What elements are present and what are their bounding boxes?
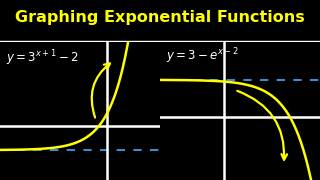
Text: $y = 3^{x+1} - 2$: $y = 3^{x+1} - 2$ xyxy=(6,48,79,68)
Text: $y = 3 - e^{x-2}$: $y = 3 - e^{x-2}$ xyxy=(166,46,239,66)
Text: Graphing Exponential Functions: Graphing Exponential Functions xyxy=(15,10,305,25)
